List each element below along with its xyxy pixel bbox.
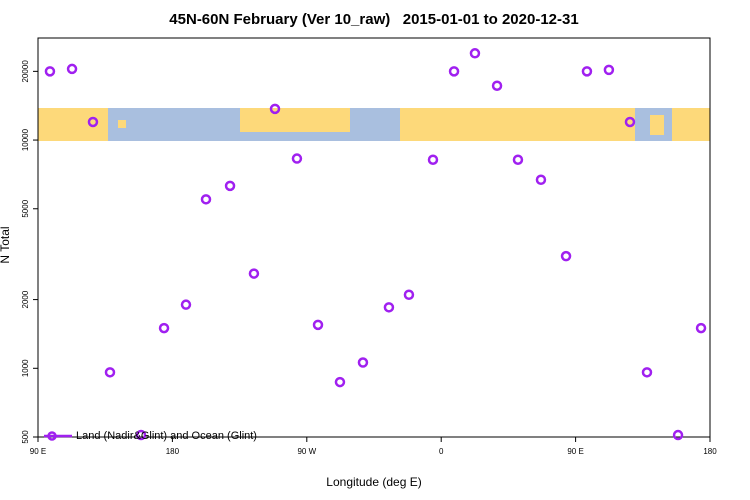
- point: [624, 116, 636, 128]
- x-tick-label: 180: [166, 447, 180, 456]
- point: [469, 48, 481, 59]
- x-tick-label: 90 W: [297, 447, 316, 456]
- y-tick-label: 5000: [21, 199, 30, 217]
- point: [291, 153, 303, 164]
- point: [427, 154, 439, 165]
- point: [512, 154, 524, 165]
- point: [448, 66, 460, 77]
- point: [224, 180, 236, 192]
- point: [312, 319, 324, 331]
- point: [44, 66, 56, 77]
- legend-swatch: [47, 431, 57, 441]
- point: [66, 63, 78, 75]
- point: [104, 367, 116, 378]
- point: [641, 367, 653, 378]
- land-patch: [400, 108, 635, 141]
- x-tick-label: 0: [439, 447, 444, 456]
- x-tick-label: 180: [703, 447, 717, 456]
- point: [180, 299, 192, 310]
- land-patch: [672, 108, 710, 141]
- point: [334, 376, 346, 388]
- point: [560, 250, 572, 262]
- land-patch: [650, 115, 664, 135]
- point: [158, 322, 170, 334]
- land-patch: [240, 108, 350, 132]
- legend-label: Land (Nadir&Glint) and Ocean (Glint): [76, 430, 257, 442]
- point: [200, 194, 212, 205]
- point: [357, 357, 369, 368]
- point: [491, 80, 503, 91]
- plot-frame: [37, 37, 711, 438]
- point: [87, 116, 99, 128]
- chart-title: 45N-60N February (Ver 10_raw) 2015-01-01…: [169, 11, 578, 28]
- y-tick-label: 2000: [21, 290, 30, 308]
- x-tick-label: 90 E: [567, 447, 583, 456]
- point: [248, 268, 260, 279]
- point: [581, 66, 593, 77]
- point: [269, 103, 281, 115]
- y-tick-label: 10000: [21, 128, 30, 151]
- x-axis-label: Longitude (deg E): [326, 475, 421, 489]
- map-strip: [38, 108, 710, 141]
- point: [535, 174, 547, 186]
- point: [403, 289, 415, 301]
- point: [383, 302, 395, 313]
- y-tick-label: 500: [21, 430, 30, 444]
- point: [135, 429, 147, 441]
- y-tick-label: 1000: [21, 359, 30, 377]
- point: [695, 322, 707, 334]
- point: [603, 64, 615, 76]
- y-axis-label: N Total: [0, 226, 12, 263]
- land-patch: [118, 120, 126, 128]
- y-tick-label: 20000: [21, 60, 30, 83]
- point: [672, 429, 684, 441]
- x-tick-label: 90 E: [30, 447, 46, 456]
